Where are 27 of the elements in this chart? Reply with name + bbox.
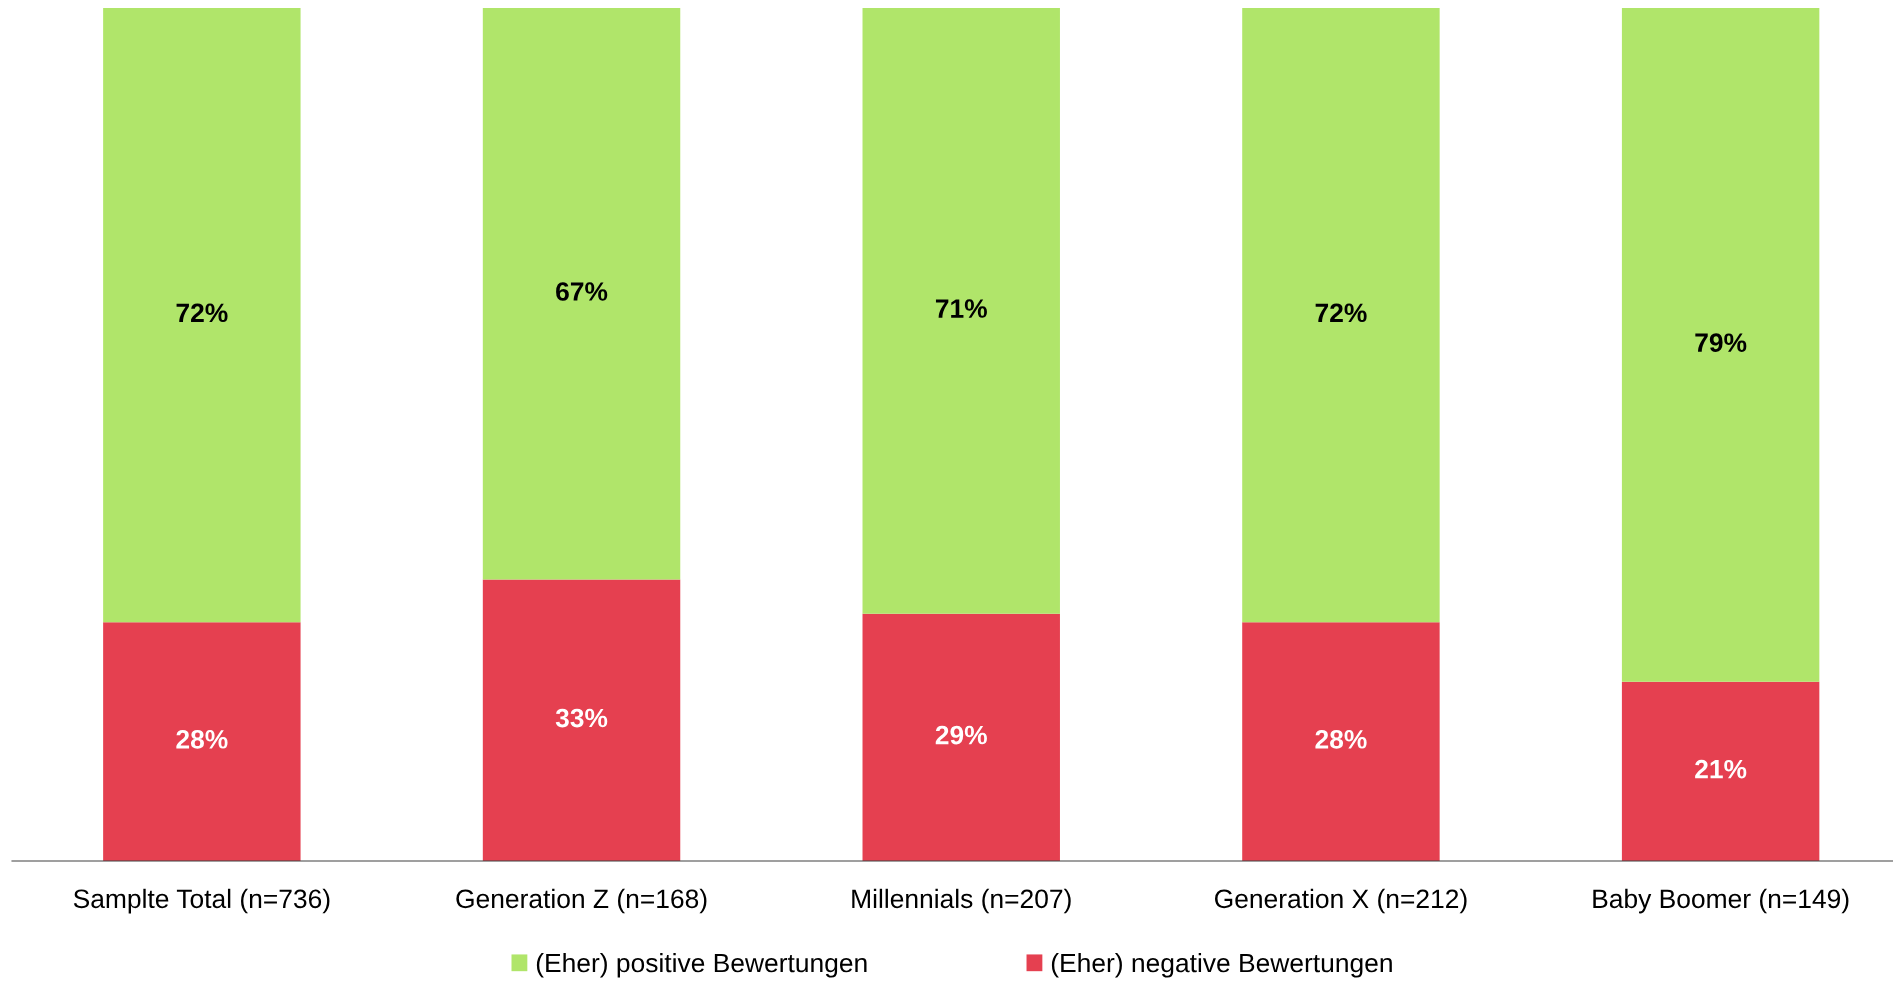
- data-label: 71%: [935, 299, 987, 318]
- bar: [103, 622, 301, 861]
- bar: [103, 8, 301, 623]
- legend-label: (Eher) negative Bewertungen: [1051, 952, 1392, 978]
- data-label: 28%: [176, 729, 228, 749]
- x-tick-label: Generation X (n=212): [1215, 888, 1467, 914]
- legend-label: (Eher) positive Bewertungen: [536, 952, 867, 978]
- x-tick-label: Generation Z (n=168): [456, 888, 707, 914]
- x-tick-label: Baby Boomer (n=149): [1593, 888, 1849, 914]
- bar: [862, 8, 1060, 614]
- bar: [482, 8, 681, 580]
- bar: [482, 579, 681, 861]
- bar: [1621, 8, 1820, 682]
- x-tick-label: Millennials (n=207): [852, 888, 1071, 914]
- data-label: 67%: [556, 282, 608, 301]
- data-label: 72%: [1315, 303, 1367, 323]
- bar: [862, 613, 1060, 861]
- bar: [1621, 681, 1820, 861]
- bar: [1242, 622, 1440, 861]
- data-label: 21%: [1695, 759, 1747, 779]
- x-tick-label: Samplte Total (n=736): [73, 888, 330, 914]
- data-label: 33%: [555, 708, 608, 728]
- data-label: 29%: [935, 725, 987, 745]
- data-label: 79%: [1695, 333, 1747, 353]
- bar: [1242, 8, 1440, 623]
- data-label: 28%: [1315, 729, 1367, 749]
- data-label: 72%: [176, 303, 228, 323]
